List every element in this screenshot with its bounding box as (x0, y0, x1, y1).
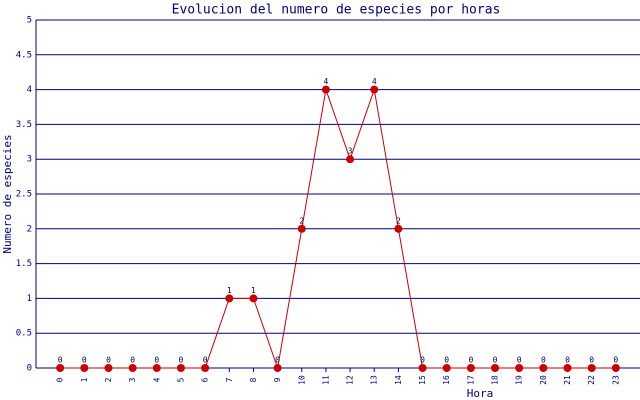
point (297, 224, 306, 233)
y-tick-label: 1.5 (16, 259, 32, 269)
data-label: 0 (275, 356, 280, 365)
data-label: 0 (420, 356, 425, 365)
x-tick-label: 7 (225, 377, 234, 382)
point (539, 364, 548, 372)
x-tick-label: 4 (152, 377, 161, 382)
point (201, 364, 210, 372)
x-tick-label: 21 (563, 375, 572, 385)
data-label: 0 (58, 356, 63, 365)
data-label: 0 (541, 356, 546, 365)
data-label: 0 (613, 356, 618, 365)
point (225, 294, 234, 303)
point (128, 364, 137, 372)
point (176, 364, 185, 372)
data-label: 4 (324, 77, 329, 86)
x-tick-label: 16 (442, 375, 451, 385)
y-tick-label: 4.5 (16, 50, 32, 60)
x-tick-label: 14 (394, 375, 403, 385)
y-tick-label: 0 (27, 364, 32, 374)
point (418, 364, 427, 372)
x-tick-label: 15 (418, 375, 427, 385)
y-tick-label: 0.5 (16, 329, 32, 339)
point (611, 364, 620, 372)
data-label: 0 (203, 356, 208, 365)
x-axis-label: Hora (467, 387, 494, 400)
x-tick-label: 5 (176, 377, 185, 382)
x-tick-label: 3 (128, 377, 137, 382)
y-tick-label: 1 (27, 294, 32, 304)
y-tick-label: 2 (27, 224, 32, 234)
x-tick-label: 6 (201, 377, 210, 382)
x-tick-label: 1 (80, 377, 89, 382)
data-label: 0 (468, 356, 473, 365)
point (249, 294, 258, 303)
x-tick-label: 18 (491, 375, 500, 385)
data-label: 0 (106, 356, 111, 365)
point (466, 364, 475, 372)
point (104, 364, 113, 372)
x-tick-label: 2 (104, 377, 113, 382)
y-tick-label: 3.5 (16, 120, 32, 130)
data-label: 0 (130, 356, 135, 365)
y-tick-label: 2.5 (16, 190, 32, 200)
x-tick-label: 0 (56, 377, 65, 382)
data-label: 0 (444, 356, 449, 365)
point (491, 364, 500, 372)
x-tick-label: 17 (466, 375, 475, 385)
y-axis-label: Numero de especies (1, 134, 14, 253)
x-tick-label: 12 (346, 375, 355, 385)
point (80, 364, 89, 372)
data-label: 2 (299, 216, 304, 225)
point (394, 224, 403, 233)
point (563, 364, 572, 372)
data-label: 4 (372, 77, 377, 86)
line (60, 87, 616, 370)
data-label: 0 (179, 356, 184, 365)
point (442, 364, 451, 372)
data-label: 0 (493, 356, 498, 365)
y-tick-label: 5 (27, 16, 32, 26)
point (370, 85, 379, 94)
x-tick-label: 20 (539, 375, 548, 385)
point (587, 364, 596, 372)
point (515, 364, 524, 372)
point (321, 85, 330, 94)
x-tick-label: 10 (297, 375, 306, 385)
point (273, 364, 282, 372)
x-tick-label: 9 (273, 377, 282, 382)
point (346, 155, 355, 164)
data-label: 3 (348, 147, 353, 156)
data-label: 0 (517, 356, 522, 365)
x-tick-label: 22 (587, 375, 596, 385)
y-tick-label: 3 (27, 155, 32, 165)
data-label: 0 (589, 356, 594, 365)
x-tick-label: 11 (321, 375, 330, 385)
data-label: 0 (565, 356, 570, 365)
point (152, 364, 161, 372)
point (56, 364, 65, 372)
data-label: 1 (251, 286, 256, 295)
data-label: 1 (227, 286, 232, 295)
data-label: 0 (82, 356, 87, 365)
x-tick-label: 19 (515, 375, 524, 385)
chart-title: Evolucion del numero de especies por hor… (172, 3, 501, 18)
x-tick-label: 23 (611, 375, 620, 385)
data-label: 0 (154, 356, 159, 365)
y-tick-label: 4 (27, 85, 32, 95)
x-tick-label: 8 (249, 377, 258, 382)
x-tick-label: 13 (370, 375, 379, 385)
data-label: 2 (396, 216, 401, 225)
